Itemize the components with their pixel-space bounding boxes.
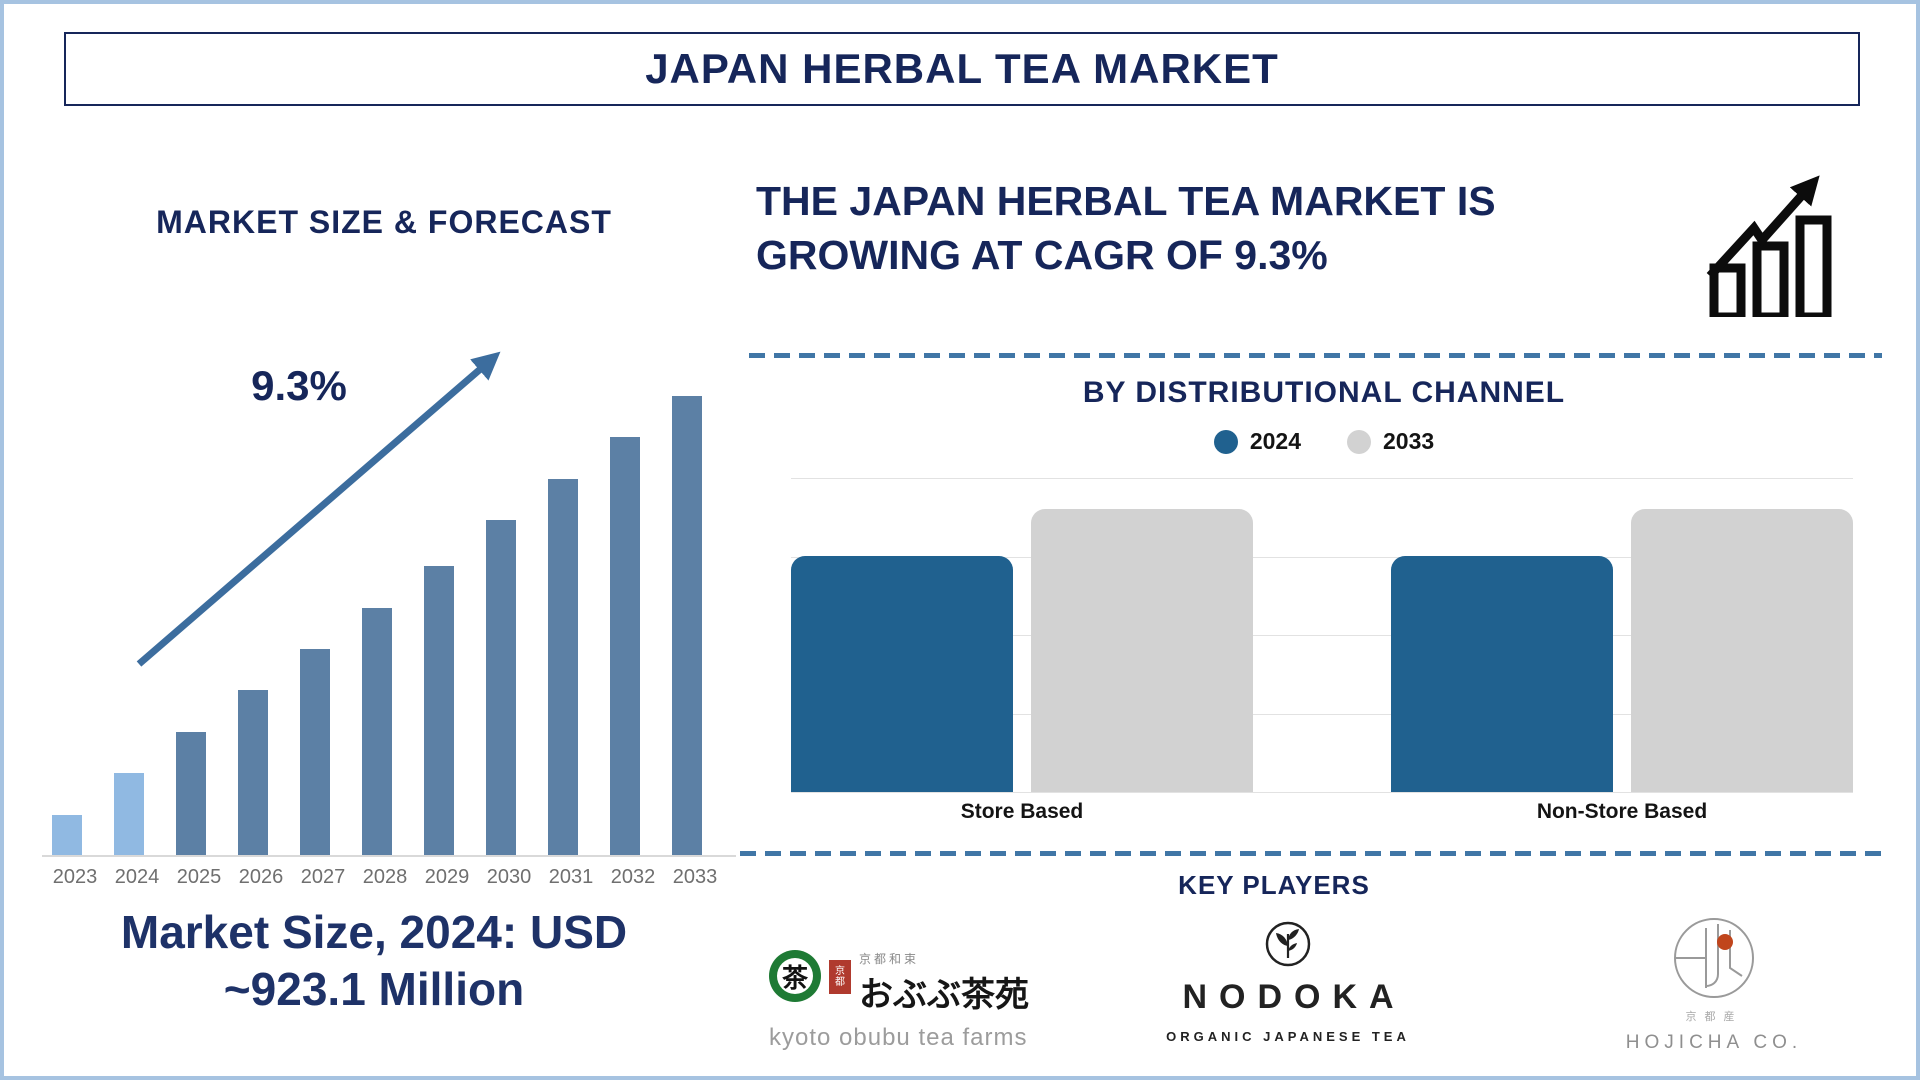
dashed-divider-bottom <box>740 851 1882 856</box>
forecast-bar-2027 <box>300 649 330 856</box>
obubu-japanese-text: 京都和束 おぶぶ茶苑 <box>859 950 1029 1016</box>
dashed-divider-top <box>749 353 1882 358</box>
hojicha-name: HOJICHA CO. <box>1625 1032 1803 1053</box>
forecast-year-labels: 2023 2024 2025 2026 2027 2028 2029 2030 2031 2032… <box>44 866 734 892</box>
forecast-bar-2030 <box>486 520 516 856</box>
logo-nodoka: NODOKA ORGANIC JAPANESE TEA <box>1158 920 1418 1044</box>
year-label-2026: 2026 <box>238 866 284 888</box>
hojicha-origin-text: 京都産 <box>1685 1010 1743 1023</box>
year-label-2023: 2023 <box>52 866 98 888</box>
year-label-2029: 2029 <box>424 866 470 888</box>
year-label-2028: 2028 <box>362 866 408 888</box>
year-label-2032: 2032 <box>610 866 656 888</box>
channel-bar-non-store-based-2033 <box>1631 509 1853 792</box>
forecast-bar-2029 <box>424 566 454 856</box>
forecast-bar-2032 <box>610 437 640 856</box>
obubu-seal-char1: 京 <box>835 966 845 977</box>
market-size-caption-line1: Market Size, 2024: USD <box>120 906 628 958</box>
gridline <box>791 714 1853 715</box>
gridline <box>791 792 1853 793</box>
forecast-bar-2028 <box>362 608 392 856</box>
channel-bar-store-based-2024 <box>791 556 1013 792</box>
obubu-tea-glyph: 茶 <box>777 958 813 994</box>
key-players-title: KEY PLAYERS <box>1178 870 1370 900</box>
channel-legend: 2024 2033 <box>794 428 1854 455</box>
forecast-bar-2033 <box>672 396 702 856</box>
legend-dot-2024 <box>1213 429 1238 454</box>
cagr-headline-line2: GROWING AT CAGR OF 9.3% <box>756 232 1328 278</box>
title-box: JAPAN HERBAL TEA MARKET <box>64 32 1860 106</box>
forecast-bar-chart <box>44 394 734 856</box>
page-title: JAPAN HERBAL TEA MARKET <box>645 45 1279 92</box>
obubu-tea-mark-icon: 茶 <box>769 950 821 1002</box>
distribution-channel-title: BY DISTRIBUTIONAL CHANNEL <box>1082 376 1566 409</box>
legend-label-2024: 2024 <box>1249 428 1301 454</box>
legend-item-2024: 2024 <box>1213 428 1301 455</box>
year-label-2024: 2024 <box>114 866 160 888</box>
gridline <box>791 478 1853 479</box>
forecast-bar-2025 <box>176 732 206 856</box>
hojicha-monogram-icon <box>1674 918 1754 998</box>
legend-dot-2033 <box>1347 429 1371 454</box>
legend-item-2033: 2033 <box>1347 428 1434 455</box>
nodoka-name: NODOKA <box>1182 978 1406 1016</box>
forecast-bar-2026 <box>238 690 268 856</box>
forecast-bar-2023 <box>52 815 82 856</box>
category-label-non-store-based: Non-Store Based <box>1536 800 1708 823</box>
market-size-caption: Market Size, 2024: USD ~923.1 Million <box>44 904 704 1018</box>
obubu-seal-char2: 都 <box>835 977 845 988</box>
forecast-bar-2031 <box>548 479 578 856</box>
obubu-calligraphy-name: おぶぶ茶苑 <box>859 975 1029 1015</box>
gridline <box>791 557 1853 558</box>
forecast-bar-2024 <box>114 773 144 856</box>
market-size-forecast-title: MARKET SIZE & FORECAST <box>156 204 612 240</box>
channel-grouped-bar-chart <box>791 478 1853 793</box>
nodoka-tagline: ORGANIC JAPANESE TEA <box>1166 1029 1410 1044</box>
growth-chart-icon <box>1706 175 1832 317</box>
obubu-logo-row: 茶 京 都 京都和束 おぶぶ茶苑 <box>769 950 1049 1016</box>
year-label-2025: 2025 <box>176 866 222 888</box>
logo-hojicha-co: 京都産 HOJICHA CO. <box>1624 916 1804 1054</box>
cagr-headline: THE JAPAN HERBAL TEA MARKET IS GROWING A… <box>756 174 1596 282</box>
year-label-2033: 2033 <box>672 866 718 888</box>
legend-label-2033: 2033 <box>1383 428 1435 454</box>
obubu-latin-name: kyoto obubu tea farms <box>769 1024 1028 1051</box>
year-label-2027: 2027 <box>300 866 346 888</box>
nodoka-leaf-icon <box>1265 921 1311 967</box>
forecast-x-axis <box>42 855 736 857</box>
cagr-headline-line1: THE JAPAN HERBAL TEA MARKET IS <box>756 178 1496 224</box>
market-size-caption-line2: ~923.1 Million <box>223 963 525 1015</box>
year-label-2031: 2031 <box>548 866 594 888</box>
year-label-2030: 2030 <box>486 866 532 888</box>
cagr-annotation: 9.3% <box>251 362 347 409</box>
obubu-region-text: 京都和束 <box>859 952 920 966</box>
channel-bar-store-based-2033 <box>1031 509 1253 792</box>
category-label-store-based: Store Based <box>960 800 1084 823</box>
obubu-seal-icon: 京 都 <box>829 960 851 994</box>
channel-bar-non-store-based-2024 <box>1391 556 1613 792</box>
gridline <box>791 635 1853 636</box>
logo-kyoto-obubu-tea-farms: 茶 京 都 京都和束 おぶぶ茶苑 kyoto obubu tea farms <box>769 950 1049 1052</box>
